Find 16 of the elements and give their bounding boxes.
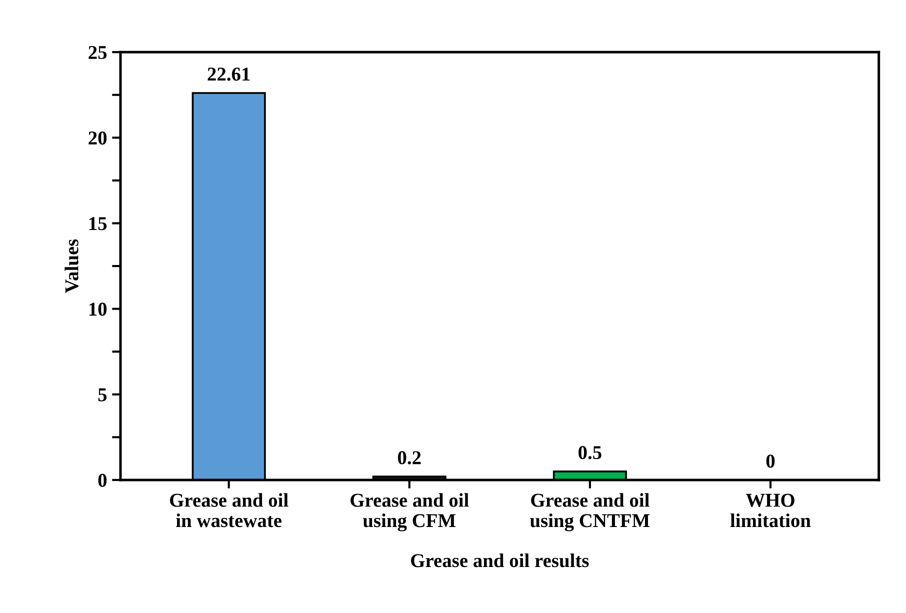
y-axis-title: Values (64, 239, 78, 294)
data-label: 22.61 (208, 68, 250, 81)
data-label: 0 (766, 454, 775, 468)
x-tick-label: Grease and oil using CFM (350, 493, 469, 532)
y-tick-label: 25 (88, 46, 107, 60)
x-axis-title: Grease and oil results (411, 554, 589, 568)
data-label: 0.5 (578, 446, 602, 460)
y-tick-label: 20 (88, 131, 107, 145)
y-tick-label: 5 (98, 388, 107, 402)
y-tick-label: 15 (89, 217, 107, 230)
x-tick-label: WHO limitation (730, 494, 811, 528)
y-tick-label: 0 (98, 474, 107, 487)
data-label: 0.2 (398, 451, 421, 464)
y-tick-label: 10 (89, 302, 107, 316)
x-tick-label: Grease and oil in wastewate (170, 493, 288, 528)
x-tick-label: Grease and oil using CNTFM (530, 493, 650, 532)
